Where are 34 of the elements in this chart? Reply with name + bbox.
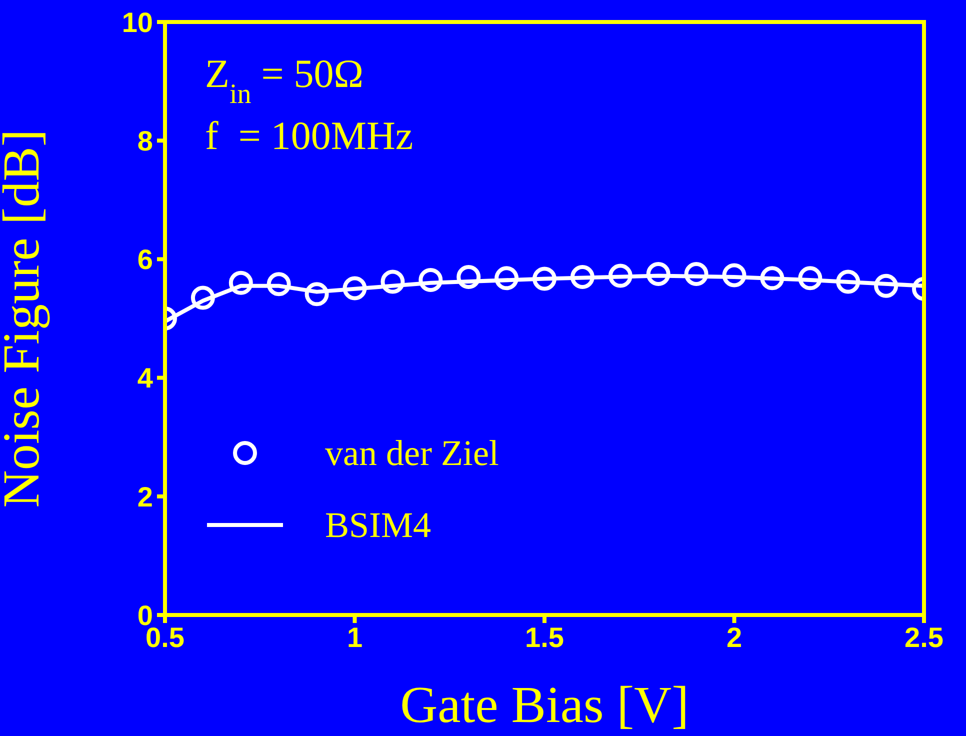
annotation: Z$_{in}$ = 50Ω [205,51,364,110]
point [798,266,822,290]
y-tick-label: 10 [122,6,153,38]
y-tick-label: 2 [137,481,153,512]
y-tick-label: 8 [137,126,153,157]
point [380,270,405,294]
point [684,262,708,286]
point [266,272,291,296]
point [304,282,329,306]
point [570,264,594,289]
legend-label: BSIM4 [325,504,432,546]
point [456,264,481,289]
point [760,266,784,290]
x-tick-label: 1 [346,622,363,653]
point [722,263,746,288]
point [874,274,898,298]
x-tick-label: 1.5 [525,622,564,653]
x-tick-label: 2.5 [904,622,944,653]
y-tick-label: 4 [137,362,154,394]
point [190,286,215,310]
legend-label: van der Ziel [325,432,499,474]
y-axis-title: Noise Figure [dB] [0,129,50,508]
point [494,266,519,290]
x-tick-label: 2 [726,622,742,653]
point [836,270,860,294]
y-tick-label: 6 [137,244,153,276]
point [608,264,632,288]
point [342,276,367,300]
point [228,270,253,295]
point [646,262,670,286]
x-axis-title: Gate Bias [V] [400,677,689,734]
annotation: f = 100MHz [205,113,414,158]
point [418,268,443,292]
point [532,266,556,291]
